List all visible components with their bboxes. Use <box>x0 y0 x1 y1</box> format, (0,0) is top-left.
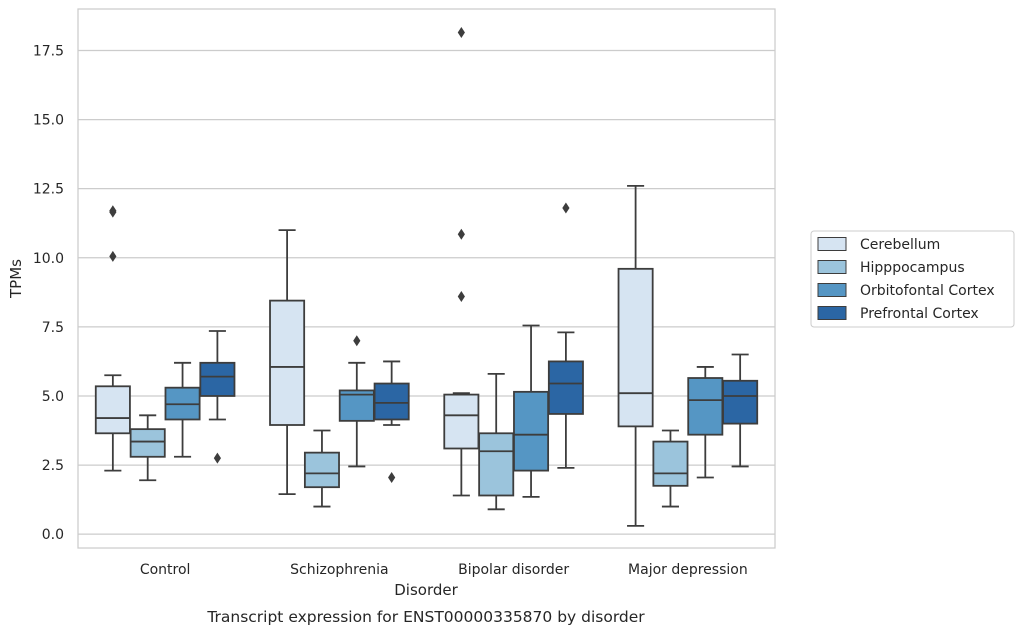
legend-label: Cerebellum <box>860 237 940 253</box>
box-group <box>164 361 201 458</box>
y-tick-label: 12.5 <box>33 182 64 198</box>
y-tick-label: 7.5 <box>42 320 64 336</box>
outlier-point <box>388 472 396 484</box>
axis-ticks: 0.0 2.5 5.0 7.5 10.0 12.5 15.0 17.5 Control Schiz… <box>33 43 748 578</box>
chart-caption: Transcript expression for ENST0000033587… <box>206 608 645 626</box>
box-group <box>687 366 724 479</box>
box-iqr <box>617 267 654 428</box>
box-iqr <box>478 432 515 497</box>
outlier-point <box>562 202 570 214</box>
outlier-point <box>213 452 221 464</box>
x-tick-label: Major depression <box>628 562 748 578</box>
x-tick-label: Schizophrenia <box>290 562 388 578</box>
legend-label: Prefrontal Cortex <box>860 306 979 322</box>
y-tick-label: 5.0 <box>42 389 64 405</box>
legend-swatch <box>817 237 847 251</box>
box-group <box>547 202 584 469</box>
outlier-point <box>457 26 465 38</box>
box-group <box>478 372 515 511</box>
legend-frame <box>810 230 1015 328</box>
legend-swatch <box>817 283 847 297</box>
plot-area <box>94 26 759 527</box>
box-iqr <box>303 451 340 489</box>
box-iqr <box>129 428 166 458</box>
box-group <box>303 429 340 508</box>
box-iqr <box>722 379 759 425</box>
box-group <box>443 26 480 497</box>
box-iqr <box>513 390 550 472</box>
box-iqr <box>687 377 724 436</box>
box-iqr <box>547 360 584 415</box>
y-tick-label: 0.0 <box>42 527 64 543</box>
legend-label: Orbitofontal Cortex <box>860 283 995 299</box>
outlier-point <box>109 205 117 217</box>
box-group <box>94 205 131 472</box>
box-group <box>373 360 410 484</box>
legend-label: Hipppocampus <box>860 260 965 276</box>
y-tick-label: 2.5 <box>42 458 64 474</box>
y-tick-label: 17.5 <box>33 43 64 59</box>
box-group <box>513 324 550 498</box>
y-axis-label: TPMs <box>7 259 25 299</box>
y-tick-label: 10.0 <box>33 251 64 267</box>
box-iqr <box>199 361 236 397</box>
outlier-point <box>353 335 361 347</box>
x-axis-label: Disorder <box>394 581 458 599</box>
box-group <box>338 335 375 468</box>
y-tick-label: 15.0 <box>33 113 64 129</box>
legend-swatch <box>817 260 847 274</box>
outlier-point <box>457 290 465 302</box>
box-group <box>269 229 306 496</box>
box-group <box>652 429 689 508</box>
box-group <box>199 330 236 464</box>
box-iqr <box>373 382 410 421</box>
plot-frame <box>77 8 776 549</box>
box-group <box>129 414 166 482</box>
legend: Cerebellum Hipppocampus Orbitofontal Corte… <box>810 230 1015 328</box>
x-tick-label: Bipolar disorder <box>458 562 569 578</box>
box-iqr <box>94 385 131 435</box>
x-tick-label: Control <box>140 562 191 578</box>
box-group <box>722 353 759 468</box>
box-iqr <box>652 440 689 487</box>
box-iqr <box>443 393 480 450</box>
box-group <box>617 185 654 527</box>
box-iqr <box>269 299 306 426</box>
outlier-point <box>457 228 465 240</box>
outlier-point <box>109 250 117 262</box>
legend-swatch <box>817 306 847 320</box>
box-iqr <box>338 389 375 422</box>
